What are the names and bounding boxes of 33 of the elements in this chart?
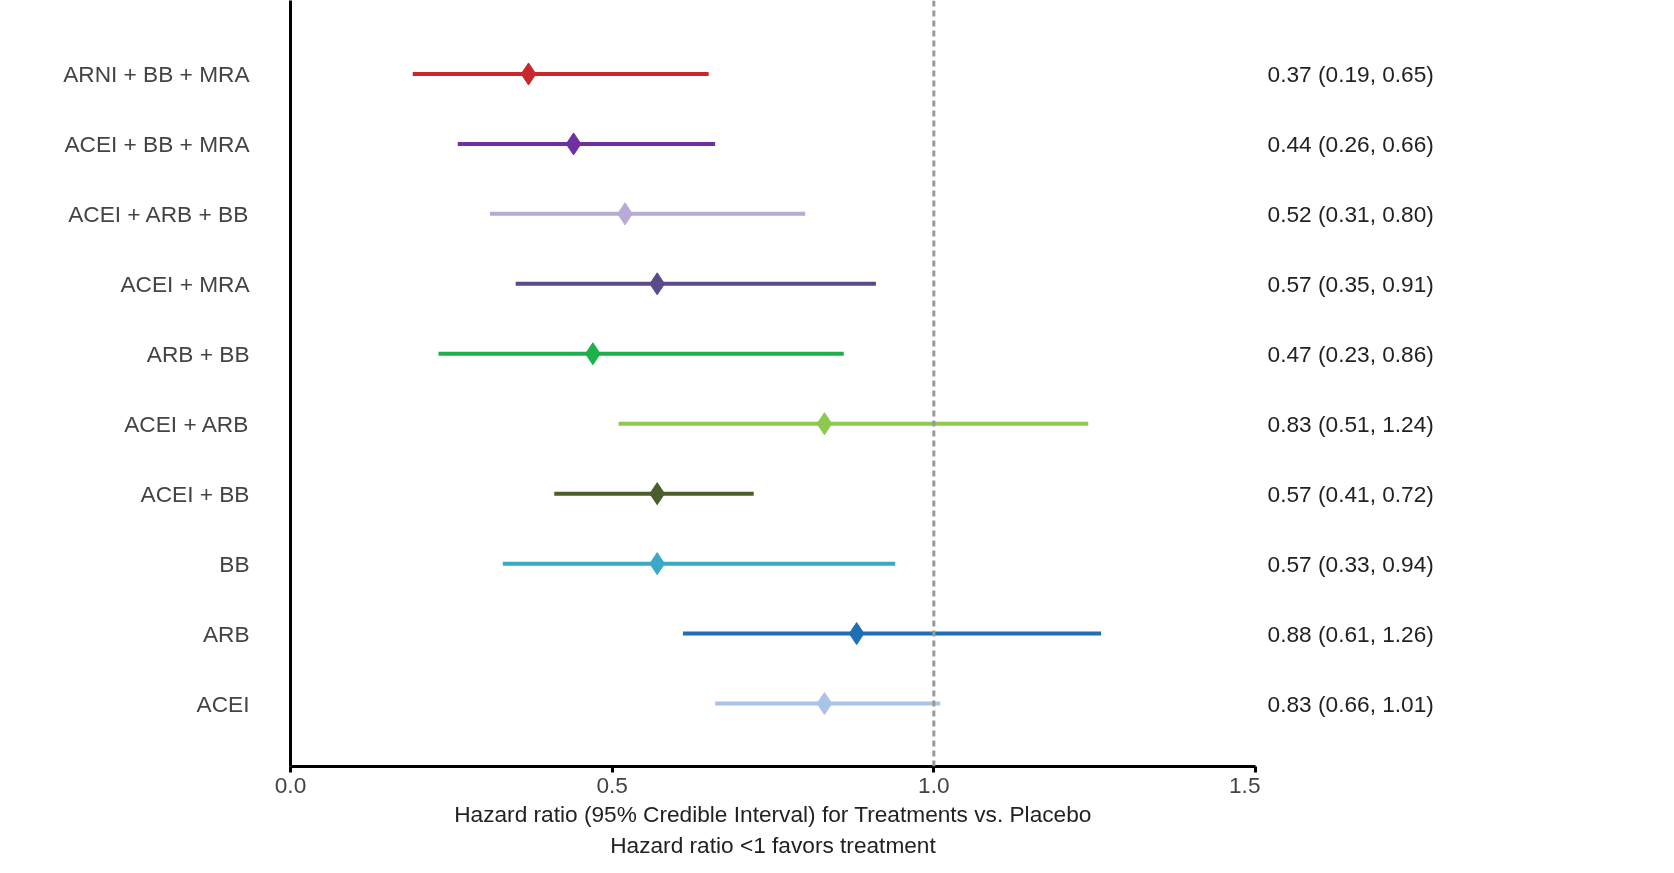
y-tick-label: ACEI	[196, 690, 250, 717]
data-label: 0.83 (0.51, 1.24)	[1267, 410, 1434, 437]
y-tick-label: ARB + BB	[146, 340, 250, 367]
point	[848, 622, 865, 646]
x-axis-title: Hazard ratio (95% Credible Interval) for Treatments vs. Placebo Hazard ratio <1 favors treatment	[454, 800, 1092, 858]
point	[520, 62, 537, 86]
y-tick-label: ARNI + BB + MRA	[63, 60, 251, 87]
data-label: 0.52 (0.31, 0.80)	[1267, 200, 1434, 227]
data-label: 0.37 (0.19, 0.65)	[1267, 60, 1434, 87]
data-label: 0.57 (0.33, 0.94)	[1267, 550, 1434, 577]
data-label: 0.44 (0.26, 0.66)	[1267, 130, 1434, 157]
y-tick-label: ACEI + BB	[140, 480, 250, 507]
y-tick-label: ACEI + ARB + BB	[68, 200, 249, 227]
point	[649, 552, 666, 576]
point	[565, 132, 582, 156]
data-label: 0.47 (0.23, 0.86)	[1267, 340, 1434, 367]
x-tick-label: 0.0	[274, 771, 307, 798]
x-tick-label: 1.0	[918, 771, 950, 798]
point	[649, 272, 666, 296]
y-tick-label: ACEI + MRA	[120, 270, 251, 297]
point	[816, 692, 833, 716]
data-label: 0.57 (0.41, 0.72)	[1267, 480, 1434, 507]
y-tick-label: ACEI + BB + MRA	[64, 130, 251, 157]
x-tick-label: 0.5	[596, 771, 628, 798]
data-label: 0.88 (0.61, 1.26)	[1267, 620, 1434, 647]
y-tick-label: BB	[219, 550, 250, 577]
y-tick-label: ACEI + ARB	[124, 410, 249, 437]
x-tick-label: 1.5	[1229, 771, 1261, 798]
point	[816, 412, 833, 436]
data-label: 0.83 (0.66, 1.01)	[1267, 690, 1434, 717]
data-label: 0.57 (0.35, 0.91)	[1267, 270, 1434, 297]
y-tick-label: ARB	[202, 620, 250, 647]
point	[649, 482, 666, 506]
